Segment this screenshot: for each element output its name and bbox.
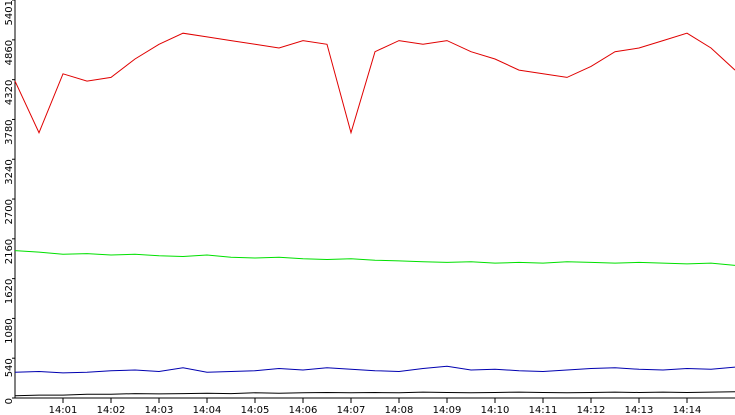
y-tick-label: 540 xyxy=(4,358,15,377)
y-tick-label: 5401 xyxy=(4,0,15,25)
x-tick-label: 14:04 xyxy=(193,405,222,415)
series-line xyxy=(14,32,735,135)
y-tick-label: 4860 xyxy=(4,40,15,65)
y-tick-label: 4320 xyxy=(4,80,15,105)
series-line xyxy=(14,250,735,266)
x-tick-label: 14:12 xyxy=(577,405,606,415)
x-tick-label: 14:05 xyxy=(241,405,270,415)
y-tick-label: 1080 xyxy=(4,318,15,343)
x-tick-label: 14:06 xyxy=(289,405,318,415)
x-tick-label: 14:09 xyxy=(433,405,462,415)
y-tick-label: 3240 xyxy=(4,159,15,184)
x-tick-label: 14:02 xyxy=(97,405,126,415)
y-tick-label: 2160 xyxy=(4,239,15,264)
series-line xyxy=(14,391,735,397)
y-tick-label: 1620 xyxy=(4,279,15,304)
y-tick-label: 2700 xyxy=(4,199,15,224)
x-tick-label: 14:11 xyxy=(529,405,558,415)
x-tick-label: 14:07 xyxy=(337,405,366,415)
series-line xyxy=(14,365,735,374)
x-tick-label: 14:01 xyxy=(49,405,78,415)
x-tick-label: 14:10 xyxy=(481,405,510,415)
y-tick-label: 0 xyxy=(4,398,15,404)
x-tick-label: 14:14 xyxy=(673,405,702,415)
y-tick-label: 3780 xyxy=(4,119,15,144)
x-tick-label: 14:13 xyxy=(625,405,654,415)
x-tick-label: 14:08 xyxy=(385,405,414,415)
x-tick-label: 14:03 xyxy=(145,405,174,415)
